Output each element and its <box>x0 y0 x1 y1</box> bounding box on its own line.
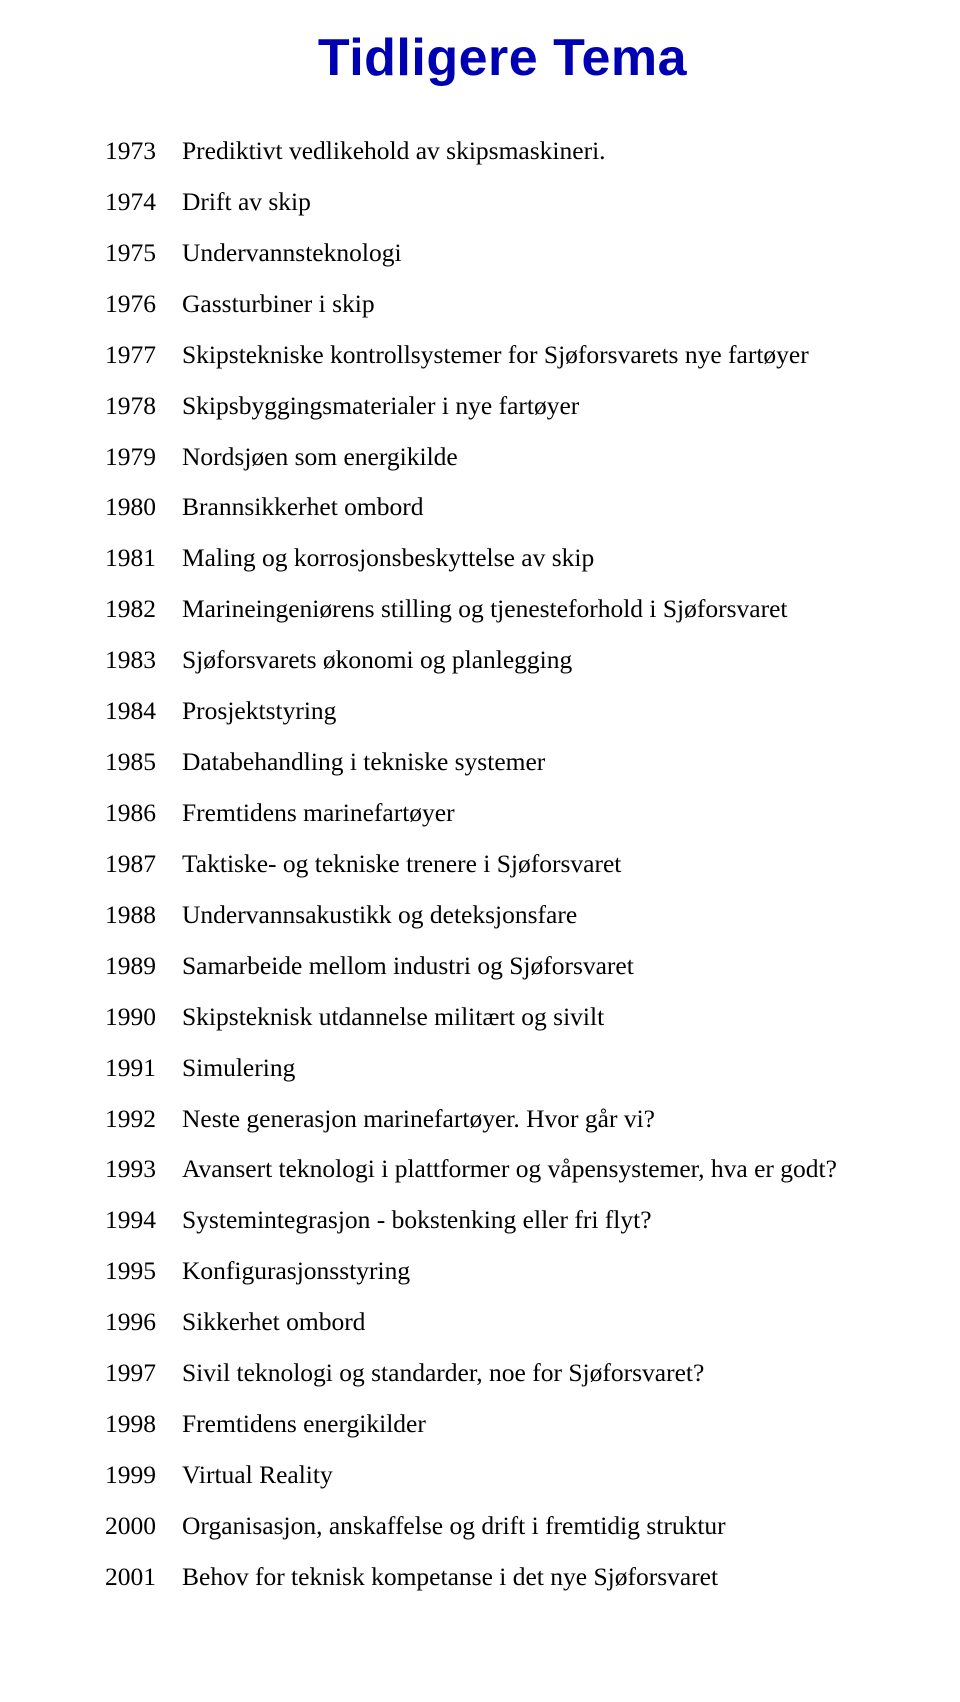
list-item: 1973Prediktivt vedlikehold av skipsmaski… <box>105 132 900 170</box>
year-label: 1974 <box>105 183 182 221</box>
list-item: 1982Marineingeniørens stilling og tjenes… <box>105 590 900 628</box>
year-label: 1983 <box>105 641 182 679</box>
topic-description: Brannsikkerhet ombord <box>182 488 900 526</box>
topic-description: Maling og korrosjonsbeskyttelse av skip <box>182 539 900 577</box>
year-label: 1981 <box>105 539 182 577</box>
page-title: Tidligere Tema <box>105 28 900 88</box>
list-item: 1990Skipsteknisk utdannelse militært og … <box>105 998 900 1036</box>
year-label: 1975 <box>105 234 182 272</box>
topic-description: Sjøforsvarets økonomi og planlegging <box>182 641 900 679</box>
year-label: 1998 <box>105 1405 182 1443</box>
topic-description: Prediktivt vedlikehold av skipsmaskineri… <box>182 132 900 170</box>
year-label: 1982 <box>105 590 182 628</box>
year-label: 1994 <box>105 1201 182 1239</box>
topic-description: Neste generasjon marinefartøyer. Hvor gå… <box>182 1100 900 1138</box>
topic-description: Skipsbyggingsmaterialer i nye fartøyer <box>182 387 900 425</box>
list-item: 1979Nordsjøen som energikilde <box>105 438 900 476</box>
year-label: 1991 <box>105 1049 182 1087</box>
topic-description: Virtual Reality <box>182 1456 900 1494</box>
topic-description: Konfigurasjonsstyring <box>182 1252 900 1290</box>
year-label: 1985 <box>105 743 182 781</box>
list-item: 1977Skipstekniske kontrollsystemer for S… <box>105 336 900 374</box>
topic-description: Nordsjøen som energikilde <box>182 438 900 476</box>
list-item: 1985Databehandling i tekniske systemer <box>105 743 900 781</box>
list-item: 1996Sikkerhet ombord <box>105 1303 900 1341</box>
year-label: 1993 <box>105 1150 182 1188</box>
topic-description: Skipstekniske kontrollsystemer for Sjøfo… <box>182 336 900 374</box>
list-item: 1975Undervannsteknologi <box>105 234 900 272</box>
list-item: 1983Sjøforsvarets økonomi og planlegging <box>105 641 900 679</box>
year-label: 1997 <box>105 1354 182 1392</box>
topic-description: Sivil teknologi og standarder, noe for S… <box>182 1354 900 1392</box>
year-label: 1977 <box>105 336 182 374</box>
list-item: 1984Prosjektstyring <box>105 692 900 730</box>
list-item: 1998Fremtidens energikilder <box>105 1405 900 1443</box>
topic-list: 1973Prediktivt vedlikehold av skipsmaski… <box>105 132 900 1596</box>
list-item: 1987Taktiske- og tekniske trenere i Sjøf… <box>105 845 900 883</box>
list-item: 1988Undervannsakustikk og deteksjonsfare <box>105 896 900 934</box>
topic-description: Gassturbiner i skip <box>182 285 900 323</box>
list-item: 2001Behov for teknisk kompetanse i det n… <box>105 1558 900 1596</box>
topic-description: Taktiske- og tekniske trenere i Sjøforsv… <box>182 845 900 883</box>
year-label: 1990 <box>105 998 182 1036</box>
topic-description: Fremtidens energikilder <box>182 1405 900 1443</box>
list-item: 1994Systemintegrasjon - bokstenking elle… <box>105 1201 900 1239</box>
year-label: 1989 <box>105 947 182 985</box>
year-label: 1980 <box>105 488 182 526</box>
year-label: 1973 <box>105 132 182 170</box>
list-item: 1981Maling og korrosjonsbeskyttelse av s… <box>105 539 900 577</box>
year-label: 1988 <box>105 896 182 934</box>
topic-description: Undervannsakustikk og deteksjonsfare <box>182 896 900 934</box>
topic-description: Undervannsteknologi <box>182 234 900 272</box>
year-label: 1984 <box>105 692 182 730</box>
topic-description: Simulering <box>182 1049 900 1087</box>
year-label: 1987 <box>105 845 182 883</box>
topic-description: Fremtidens marinefartøyer <box>182 794 900 832</box>
list-item: 1978Skipsbyggingsmaterialer i nye fartøy… <box>105 387 900 425</box>
topic-description: Avansert teknologi i plattformer og våpe… <box>182 1150 900 1188</box>
list-item: 1992Neste generasjon marinefartøyer. Hvo… <box>105 1100 900 1138</box>
list-item: 1999Virtual Reality <box>105 1456 900 1494</box>
list-item: 1986Fremtidens marinefartøyer <box>105 794 900 832</box>
list-item: 1995Konfigurasjonsstyring <box>105 1252 900 1290</box>
list-item: 1997Sivil teknologi og standarder, noe f… <box>105 1354 900 1392</box>
year-label: 2000 <box>105 1507 182 1545</box>
topic-description: Databehandling i tekniske systemer <box>182 743 900 781</box>
year-label: 2001 <box>105 1558 182 1596</box>
year-label: 1976 <box>105 285 182 323</box>
topic-description: Systemintegrasjon - bokstenking eller fr… <box>182 1201 900 1239</box>
list-item: 2000Organisasjon, anskaffelse og drift i… <box>105 1507 900 1545</box>
topic-description: Marineingeniørens stilling og tjenestefo… <box>182 590 900 628</box>
year-label: 1979 <box>105 438 182 476</box>
topic-description: Drift av skip <box>182 183 900 221</box>
list-item: 1980Brannsikkerhet ombord <box>105 488 900 526</box>
topic-description: Organisasjon, anskaffelse og drift i fre… <box>182 1507 900 1545</box>
year-label: 1978 <box>105 387 182 425</box>
list-item: 1993Avansert teknologi i plattformer og … <box>105 1150 900 1188</box>
list-item: 1991Simulering <box>105 1049 900 1087</box>
year-label: 1992 <box>105 1100 182 1138</box>
list-item: 1976Gassturbiner i skip <box>105 285 900 323</box>
year-label: 1995 <box>105 1252 182 1290</box>
topic-description: Behov for teknisk kompetanse i det nye S… <box>182 1558 900 1596</box>
topic-description: Sikkerhet ombord <box>182 1303 900 1341</box>
topic-description: Skipsteknisk utdannelse militært og sivi… <box>182 998 900 1036</box>
year-label: 1999 <box>105 1456 182 1494</box>
list-item: 1989Samarbeide mellom industri og Sjøfor… <box>105 947 900 985</box>
topic-description: Prosjektstyring <box>182 692 900 730</box>
year-label: 1996 <box>105 1303 182 1341</box>
year-label: 1986 <box>105 794 182 832</box>
topic-description: Samarbeide mellom industri og Sjøforsvar… <box>182 947 900 985</box>
list-item: 1974Drift av skip <box>105 183 900 221</box>
